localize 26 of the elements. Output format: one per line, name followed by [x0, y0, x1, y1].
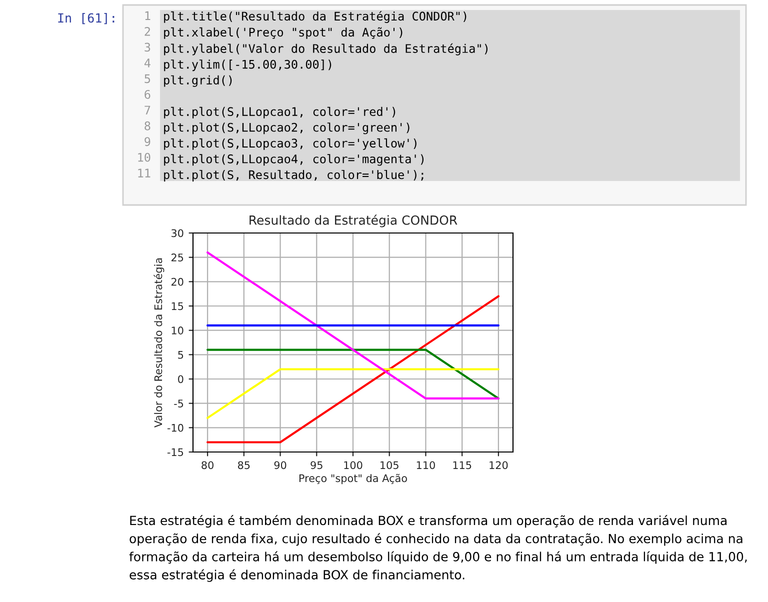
x-tick-label: 115	[453, 461, 472, 470]
text: plt.title("Resultado da Estratégia CONDOR") plt.xlabel('Preço "spot" da Ação') plt.ylabel("Valor do Resultado da Estratégia") plt.ylim([-15.00,30.00]) plt.grid() plt.plot(S,LLopcao1, color='red') plt.plot(S,LLopcao2, color='green') plt.plot(S,LLopcao3, color='yellow') plt.plot(S,LLopcao4, color='magenta') plt.plot(S, Resultado, color='blue');	[164, 11, 488, 182]
y-tick-label: 30	[172, 229, 184, 238]
x-tick-label: 95	[310, 461, 322, 470]
text: Esta estratégia é também denominada BOX e transforma um operação de renda variável numa operação de renda fixa, cujo resultado é conhecido na data da contratação. No exemplo acima na formação da carteira há um desembolso líquido de 9,00 e no final há um entrada líquida de 11,00, essa estratégia é denominada BOX de financiamento.	[129, 515, 747, 582]
y-tick-label: -15	[167, 448, 184, 456]
x-tick-label: 80	[202, 461, 214, 470]
text: 1 2 3 4 5 6 7 8 9 10 11	[138, 11, 150, 178]
x-axis-title: Preço "spot" da Ação	[299, 474, 407, 484]
y-tick-label: 25	[171, 254, 184, 262]
x-tick-label: 110	[416, 461, 435, 470]
y-tick-label: 15	[172, 302, 184, 310]
x-tick-label: 85	[238, 461, 250, 470]
y-tick-label: 0	[178, 375, 184, 384]
y-tick-label: 10	[172, 326, 184, 334]
y-axis-title: Valor do Resultado da Estratégia	[154, 258, 164, 428]
x-tick-label: 120	[490, 461, 508, 470]
y-tick-label: -10	[167, 424, 184, 432]
x-tick-label: 90	[274, 461, 286, 470]
x-tick-label: 105	[380, 461, 398, 470]
text: In [61]:	[58, 12, 114, 24]
y-tick-label: 5	[178, 351, 184, 359]
chart-title: Resultado da Estratégia CONDOR	[250, 214, 458, 228]
y-tick-label: -5	[174, 400, 184, 408]
x-tick-label: 100	[344, 461, 362, 470]
y-tick-label: 20	[171, 278, 184, 286]
